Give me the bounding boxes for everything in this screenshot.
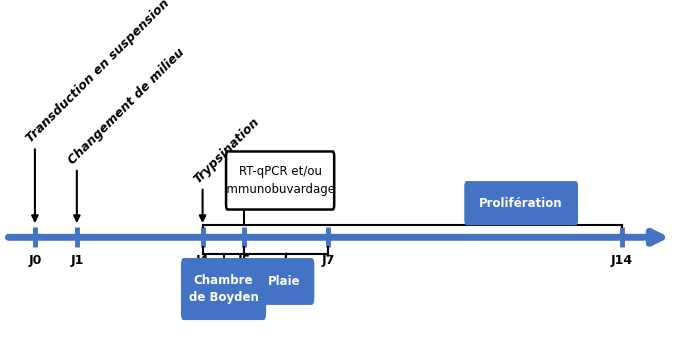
FancyBboxPatch shape bbox=[226, 152, 334, 210]
Text: J7: J7 bbox=[322, 254, 335, 267]
Text: de Boyden: de Boyden bbox=[189, 291, 259, 304]
Text: J4: J4 bbox=[196, 254, 209, 267]
Text: J0: J0 bbox=[28, 254, 42, 267]
FancyBboxPatch shape bbox=[465, 182, 578, 225]
Text: RT-qPCR et/ou: RT-qPCR et/ou bbox=[239, 165, 322, 178]
Text: Prolifération: Prolifération bbox=[480, 197, 563, 210]
Text: Chambre: Chambre bbox=[193, 274, 253, 287]
Text: Transduction en suspension: Transduction en suspension bbox=[23, 0, 172, 145]
Text: Changement de milieu: Changement de milieu bbox=[66, 45, 187, 167]
Text: J5: J5 bbox=[238, 254, 251, 267]
FancyBboxPatch shape bbox=[255, 259, 314, 304]
Text: Plaie: Plaie bbox=[268, 275, 300, 288]
Text: Trypsination: Trypsination bbox=[191, 115, 262, 185]
Text: J1: J1 bbox=[70, 254, 84, 267]
Text: Immunobuvardage: Immunobuvardage bbox=[224, 183, 336, 196]
Text: J14: J14 bbox=[611, 254, 632, 267]
FancyBboxPatch shape bbox=[182, 259, 265, 319]
